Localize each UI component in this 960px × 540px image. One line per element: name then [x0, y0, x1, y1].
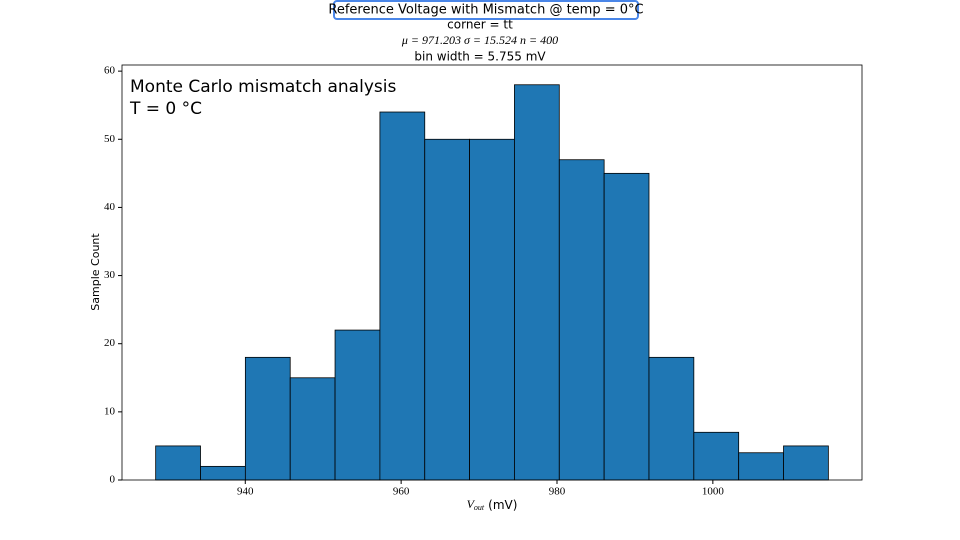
plot-frame — [121, 64, 863, 481]
bar — [738, 452, 784, 481]
y-tick-label: 20 — [104, 337, 116, 349]
y-tick-label: 50 — [104, 133, 116, 145]
subtitle: corner = tt — [447, 18, 513, 32]
annotation: T = 0 °C — [129, 99, 202, 119]
x-tick-label: 960 — [393, 486, 410, 498]
bar — [244, 356, 291, 481]
bar — [783, 445, 829, 481]
y-tick-label: 30 — [104, 269, 116, 281]
subtitle: bin width = 5.755 mV — [414, 50, 546, 64]
y-tick-label: 40 — [104, 201, 116, 213]
bar — [424, 138, 470, 481]
bar — [648, 356, 695, 481]
x-label-unit: (mV) — [488, 498, 517, 512]
bar — [514, 84, 560, 481]
bar — [289, 377, 336, 481]
y-tick-label: 0 — [110, 474, 116, 486]
y-tick-label: 60 — [104, 65, 116, 77]
x-label-symbol: V — [467, 497, 476, 511]
annotation: Monte Carlo mismatch analysis — [130, 77, 396, 97]
bar — [200, 465, 246, 481]
bar — [693, 431, 740, 481]
title-box — [333, 0, 639, 20]
bar — [558, 159, 605, 481]
bar — [334, 329, 381, 481]
x-label-subscript: out — [474, 503, 485, 512]
bar — [603, 172, 650, 481]
bar — [379, 111, 426, 481]
x-tick-label: 980 — [549, 486, 566, 498]
x-tick-label: 1000 — [702, 486, 725, 498]
y-tick-label: 10 — [104, 405, 116, 417]
chart-title: Reference Voltage with Mismatch @ temp =… — [328, 3, 643, 18]
subtitle: μ = 971.203 σ = 15.524 n = 400 — [401, 33, 558, 47]
bar — [469, 138, 515, 481]
y-axis-label: Sample Count — [89, 233, 102, 311]
x-tick-label: 940 — [237, 486, 254, 498]
bar — [155, 445, 201, 481]
x-axis-label: Vout (mV) — [467, 497, 518, 512]
